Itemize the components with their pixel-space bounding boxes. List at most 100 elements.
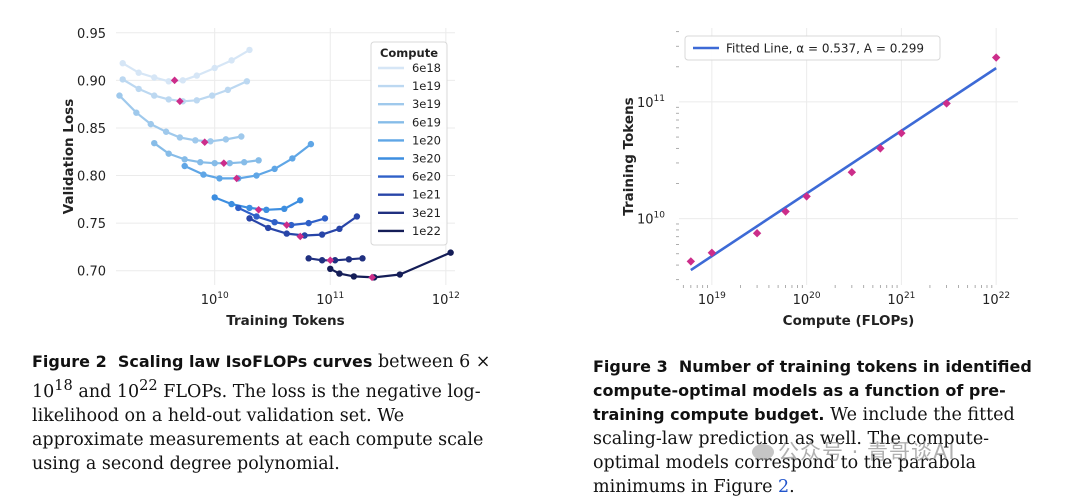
data-point	[235, 204, 242, 212]
data-point	[181, 162, 188, 170]
data-point	[181, 156, 188, 163]
figure-2-exp2: 22	[139, 377, 158, 394]
minimum-marker	[296, 232, 305, 241]
minimum-marker	[200, 138, 209, 147]
y-axis-label: Validation Loss	[61, 99, 77, 214]
legend-label: 1e22	[412, 224, 441, 238]
legend-label: 1e19	[412, 79, 441, 93]
data-point	[216, 175, 223, 182]
legend-label: 6e20	[412, 170, 441, 184]
data-point	[271, 218, 278, 226]
series-1e19	[119, 76, 251, 106]
minimum-marker	[282, 221, 291, 229]
data-point	[228, 57, 235, 64]
data-point	[116, 92, 123, 99]
figure-3-title: Number of training tokens in identified …	[593, 357, 1032, 424]
data-point	[281, 205, 288, 213]
y-tick-label: 1010	[637, 211, 665, 228]
series-6e20	[235, 204, 329, 229]
data-point	[336, 270, 343, 277]
series-3e20	[211, 194, 304, 214]
optimal-point	[897, 128, 906, 138]
data-point	[226, 159, 233, 167]
x-axis-label: Training Tokens	[226, 313, 344, 329]
figure-2-label: Figure 2	[32, 352, 107, 371]
figure-2-exp1: 18	[54, 377, 73, 394]
data-point	[243, 78, 251, 85]
data-point	[307, 140, 315, 148]
series-3e21	[305, 255, 366, 265]
legend-label: 3e21	[412, 206, 441, 220]
minimum-marker	[176, 97, 184, 106]
data-point	[208, 92, 216, 99]
data-point	[350, 273, 358, 280]
legend-label: 3e20	[412, 152, 441, 166]
data-point	[327, 265, 334, 273]
data-point	[211, 64, 218, 72]
data-point	[197, 159, 204, 166]
x-tick-label: 1020	[793, 291, 821, 308]
series-1e21	[246, 213, 361, 241]
data-point	[211, 159, 218, 167]
legend-label: 1e20	[412, 133, 441, 147]
figure-2-title: Scaling law IsoFLOPs curves	[117, 352, 373, 371]
optimal-points	[686, 53, 1001, 266]
minimum-marker	[232, 174, 241, 183]
legend-label: Fitted Line, α = 0.537, A = 0.299	[726, 42, 924, 56]
figure-3-caption: Figure 3 Number of training tokens in id…	[593, 355, 1053, 499]
data-point	[162, 128, 170, 135]
data-point	[336, 225, 343, 233]
legend-label: 3e19	[412, 97, 441, 111]
figure-2-reference-link[interactable]: 2	[778, 477, 790, 497]
data-point	[345, 256, 353, 263]
data-point	[151, 139, 158, 147]
data-point	[135, 69, 142, 76]
data-point	[253, 172, 260, 179]
series-3e19	[116, 92, 245, 147]
figure-2-text-before: between 6 × 10	[32, 352, 491, 402]
data-point	[133, 109, 140, 116]
legend: Fitted Line, α = 0.537, A = 0.299	[684, 35, 941, 61]
data-point	[271, 165, 278, 173]
series-1e22	[327, 249, 454, 282]
y-tick-label: 0.70	[77, 265, 106, 280]
data-point	[318, 231, 326, 238]
y-tick-label: 0.90	[77, 74, 106, 89]
data-point	[207, 138, 214, 145]
figure-2-text-after: FLOPs. The loss is the negative log-like…	[32, 381, 484, 474]
optimal-point	[802, 192, 811, 201]
data-point	[353, 213, 361, 220]
series-6e18	[119, 46, 253, 85]
data-point	[305, 255, 312, 262]
data-point	[331, 257, 339, 264]
data-point	[165, 150, 172, 157]
optimal-point	[991, 53, 1001, 62]
data-point	[176, 134, 184, 141]
data-point	[359, 255, 366, 262]
watermark: 公众号 · 青哥谈AI	[752, 436, 956, 466]
legend-title: Compute	[380, 46, 438, 60]
data-point	[165, 96, 172, 103]
series-6e19	[151, 139, 262, 167]
data-point	[255, 157, 262, 164]
data-point	[263, 206, 270, 214]
figure-3-text: We include the fitted scaling-law predic…	[593, 405, 1015, 497]
data-point	[165, 78, 172, 85]
data-point	[224, 86, 232, 94]
optimal-point	[942, 99, 951, 108]
y-tick-label: 0.80	[77, 170, 106, 185]
data-point	[228, 200, 235, 208]
x-tick-label: 1022	[982, 291, 1010, 308]
series-line	[122, 48, 251, 83]
minimum-marker	[170, 76, 179, 85]
data-point	[151, 74, 158, 81]
data-point	[246, 215, 253, 222]
data-point	[447, 249, 454, 256]
isoflops-chart: 0.70 0.75 0.80 0.85 0.90 0.95 1010 1011 1012 Trai…	[61, 27, 460, 329]
y-tick-label: 0.95	[77, 27, 106, 42]
optimal-point	[876, 144, 885, 153]
data-point	[283, 230, 290, 237]
minimum-marker	[220, 159, 228, 167]
data-point	[396, 271, 404, 278]
data-point	[200, 171, 207, 178]
